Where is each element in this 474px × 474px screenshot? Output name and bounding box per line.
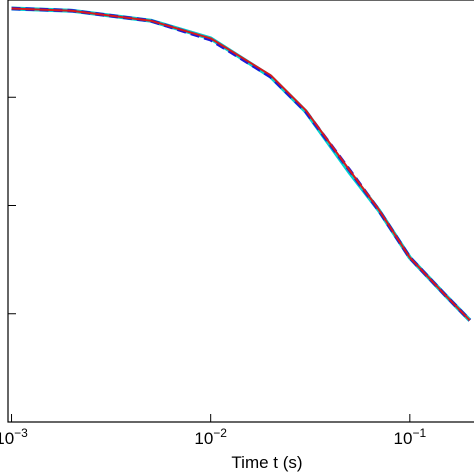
data-line — [11, 7, 471, 321]
x-tick-label: 10−3 — [0, 426, 28, 448]
plot-frame — [7, 0, 474, 423]
x-tick-label: 10−2 — [194, 426, 227, 448]
x-tick-label: 10−1 — [394, 426, 427, 448]
x-axis-label: Time t (s) — [231, 453, 302, 472]
data-line — [11, 6, 472, 322]
